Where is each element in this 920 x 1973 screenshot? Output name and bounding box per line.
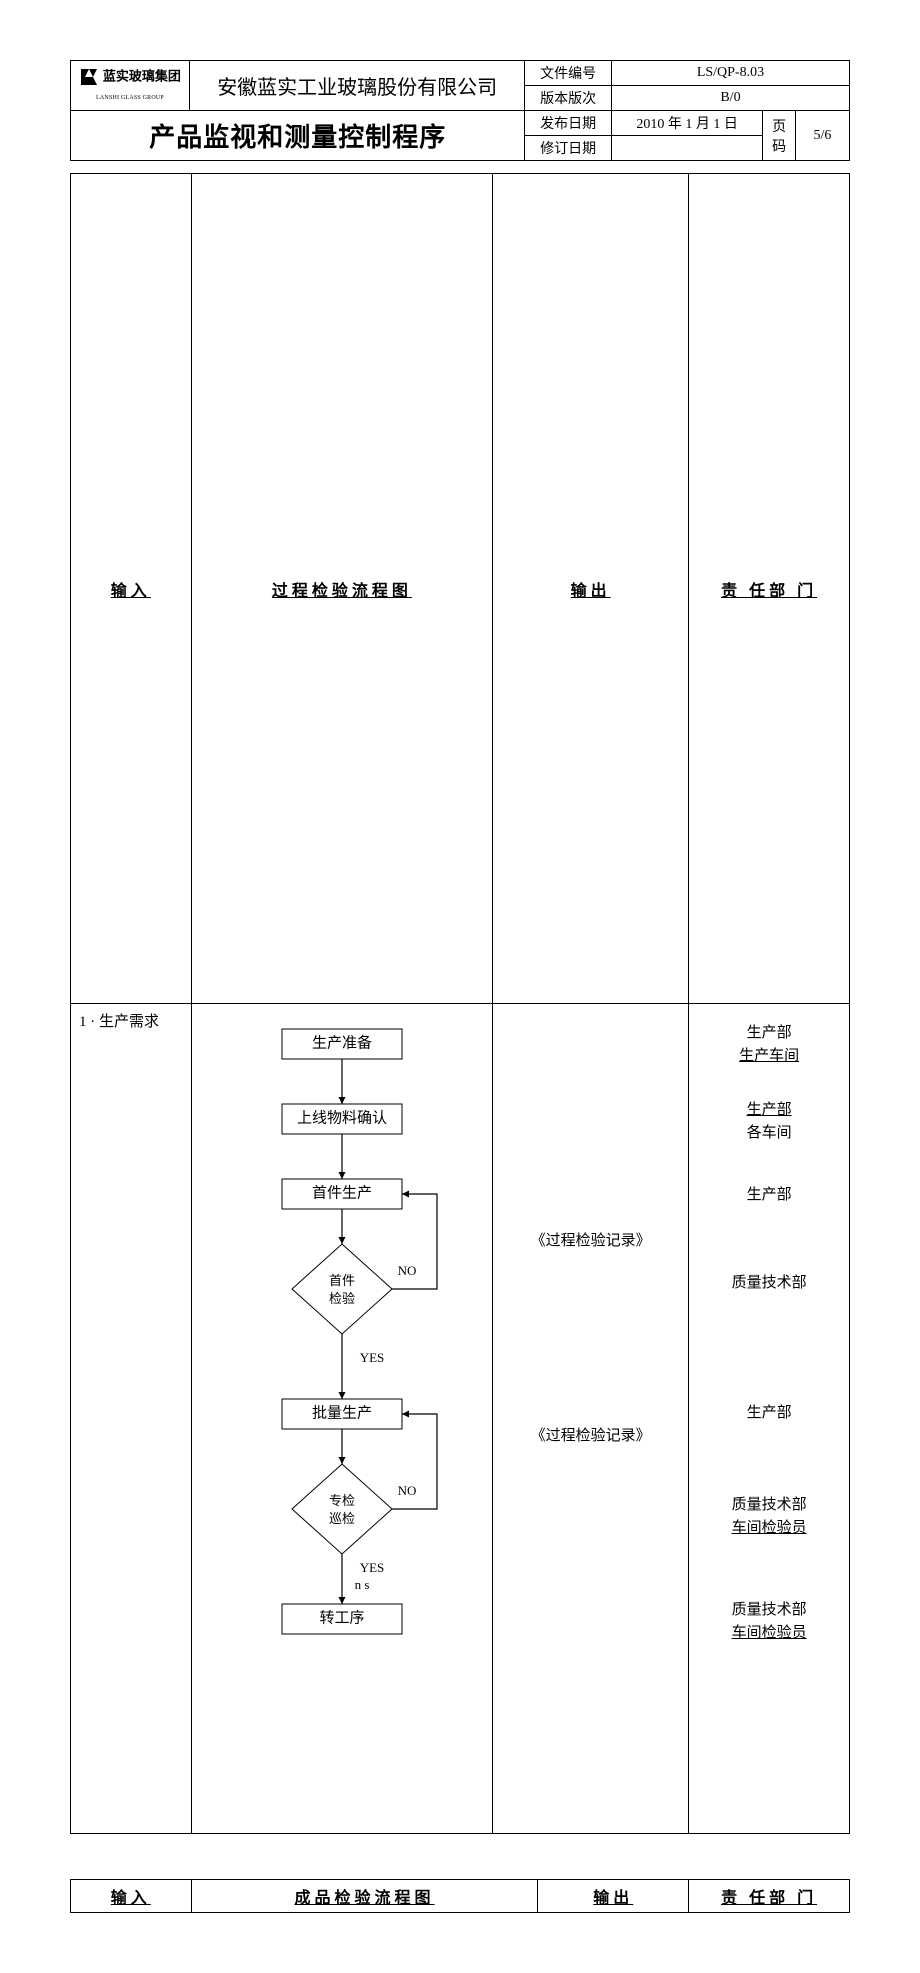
doc-header: 蓝实玻璃集团 LANSHI GLASS GROUP 安徽蓝实工业玻璃股份有限公司… [70, 60, 850, 161]
dept1a: 生产部 [747, 1025, 792, 1041]
page-value: 5/6 [795, 111, 849, 161]
dept7b: 车间检验员 [732, 1625, 807, 1641]
node-first: 首件生产 [312, 1184, 372, 1201]
t2-col-input: 输入 [71, 1880, 192, 1913]
logo-cell: 蓝实玻璃集团 LANSHI GLASS GROUP [71, 61, 190, 111]
output-2: 《过程检验记录》 [501, 1424, 680, 1445]
node-material: 上线物料确认 [297, 1109, 387, 1126]
dept2a: 生产部 [747, 1102, 792, 1118]
dept1b: 生产车间 [739, 1048, 799, 1064]
company-name: 安徽蓝实工业玻璃股份有限公司 [190, 61, 525, 111]
dept-cell: 生产部 生产车间 生产部 各车间 生产部 质量技术部 生产部 质量技术部 车间检… [689, 1004, 850, 1834]
node-prepare: 生产准备 [312, 1034, 372, 1051]
input-cell: 1 · 生产需求 [71, 1004, 192, 1834]
logo-text: 蓝实玻璃集团 [103, 68, 181, 83]
flowchart-cell: 生产准备 上线物料确认 首件生产 首件 检验 批量生产 专检 巡检 转工序 [191, 1004, 493, 1834]
col-output: 输出 [493, 174, 689, 1004]
rev-value [611, 136, 762, 161]
dept2b: 各车间 [747, 1125, 792, 1141]
node-batch: 批量生产 [312, 1404, 372, 1421]
ver-value: B/0 [611, 86, 849, 111]
rev-label: 修订日期 [525, 136, 612, 161]
finished-flow-table: 输入 成品检验流程图 输出 责 任部 门 [70, 1879, 850, 1913]
t2-col-dept: 责 任部 门 [689, 1880, 850, 1913]
t2-col-flow: 成品检验流程图 [191, 1880, 538, 1913]
docno-label: 文件编号 [525, 61, 612, 86]
dec2-a: 专检 [329, 1493, 355, 1508]
logo-sub: LANSHI GLASS GROUP [96, 95, 164, 101]
lbl-no2: NO [397, 1483, 416, 1498]
issue-value: 2010 年 1 月 1 日 [611, 111, 762, 136]
output-cell: 《过程检验记录》 《过程检验记录》 [493, 1004, 689, 1834]
node-next: 转工序 [319, 1609, 364, 1626]
process-flow-table: 输入 过程检验流程图 输出 责 任部 门 1 · 生产需求 生产准备 上线物料确… [70, 173, 850, 1834]
dept7a: 质量技术部 [732, 1602, 807, 1618]
input-1: 1 · 生产需求 [79, 1014, 159, 1030]
t2-col-output: 输出 [538, 1880, 689, 1913]
flowchart-svg: 生产准备 上线物料确认 首件生产 首件 检验 批量生产 专检 巡检 转工序 [192, 1004, 492, 1834]
dec1-a: 首件 [329, 1273, 355, 1288]
dept6a: 质量技术部 [732, 1497, 807, 1513]
dec1-b: 检验 [329, 1291, 355, 1306]
col-input: 输入 [71, 174, 192, 1004]
lbl-yes2: YES [359, 1560, 384, 1575]
col-flow: 过程检验流程图 [191, 174, 493, 1004]
dept6b: 车间检验员 [732, 1520, 807, 1536]
lbl-yes1: YES [359, 1350, 384, 1365]
output-1: 《过程检验记录》 [501, 1229, 680, 1250]
dept4: 质量技术部 [732, 1275, 807, 1291]
lbl-ns: n s [354, 1577, 369, 1592]
doc-title: 产品监视和测量控制程序 [71, 111, 525, 161]
page-label: 页码 [763, 111, 795, 161]
issue-label: 发布日期 [525, 111, 612, 136]
ver-label: 版本版次 [525, 86, 612, 111]
lbl-no1: NO [397, 1263, 416, 1278]
dept5: 生产部 [747, 1405, 792, 1421]
docno-value: LS/QP-8.03 [611, 61, 849, 86]
dec2-b: 巡检 [329, 1511, 355, 1526]
col-dept: 责 任部 门 [689, 174, 850, 1004]
dept3: 生产部 [747, 1187, 792, 1203]
